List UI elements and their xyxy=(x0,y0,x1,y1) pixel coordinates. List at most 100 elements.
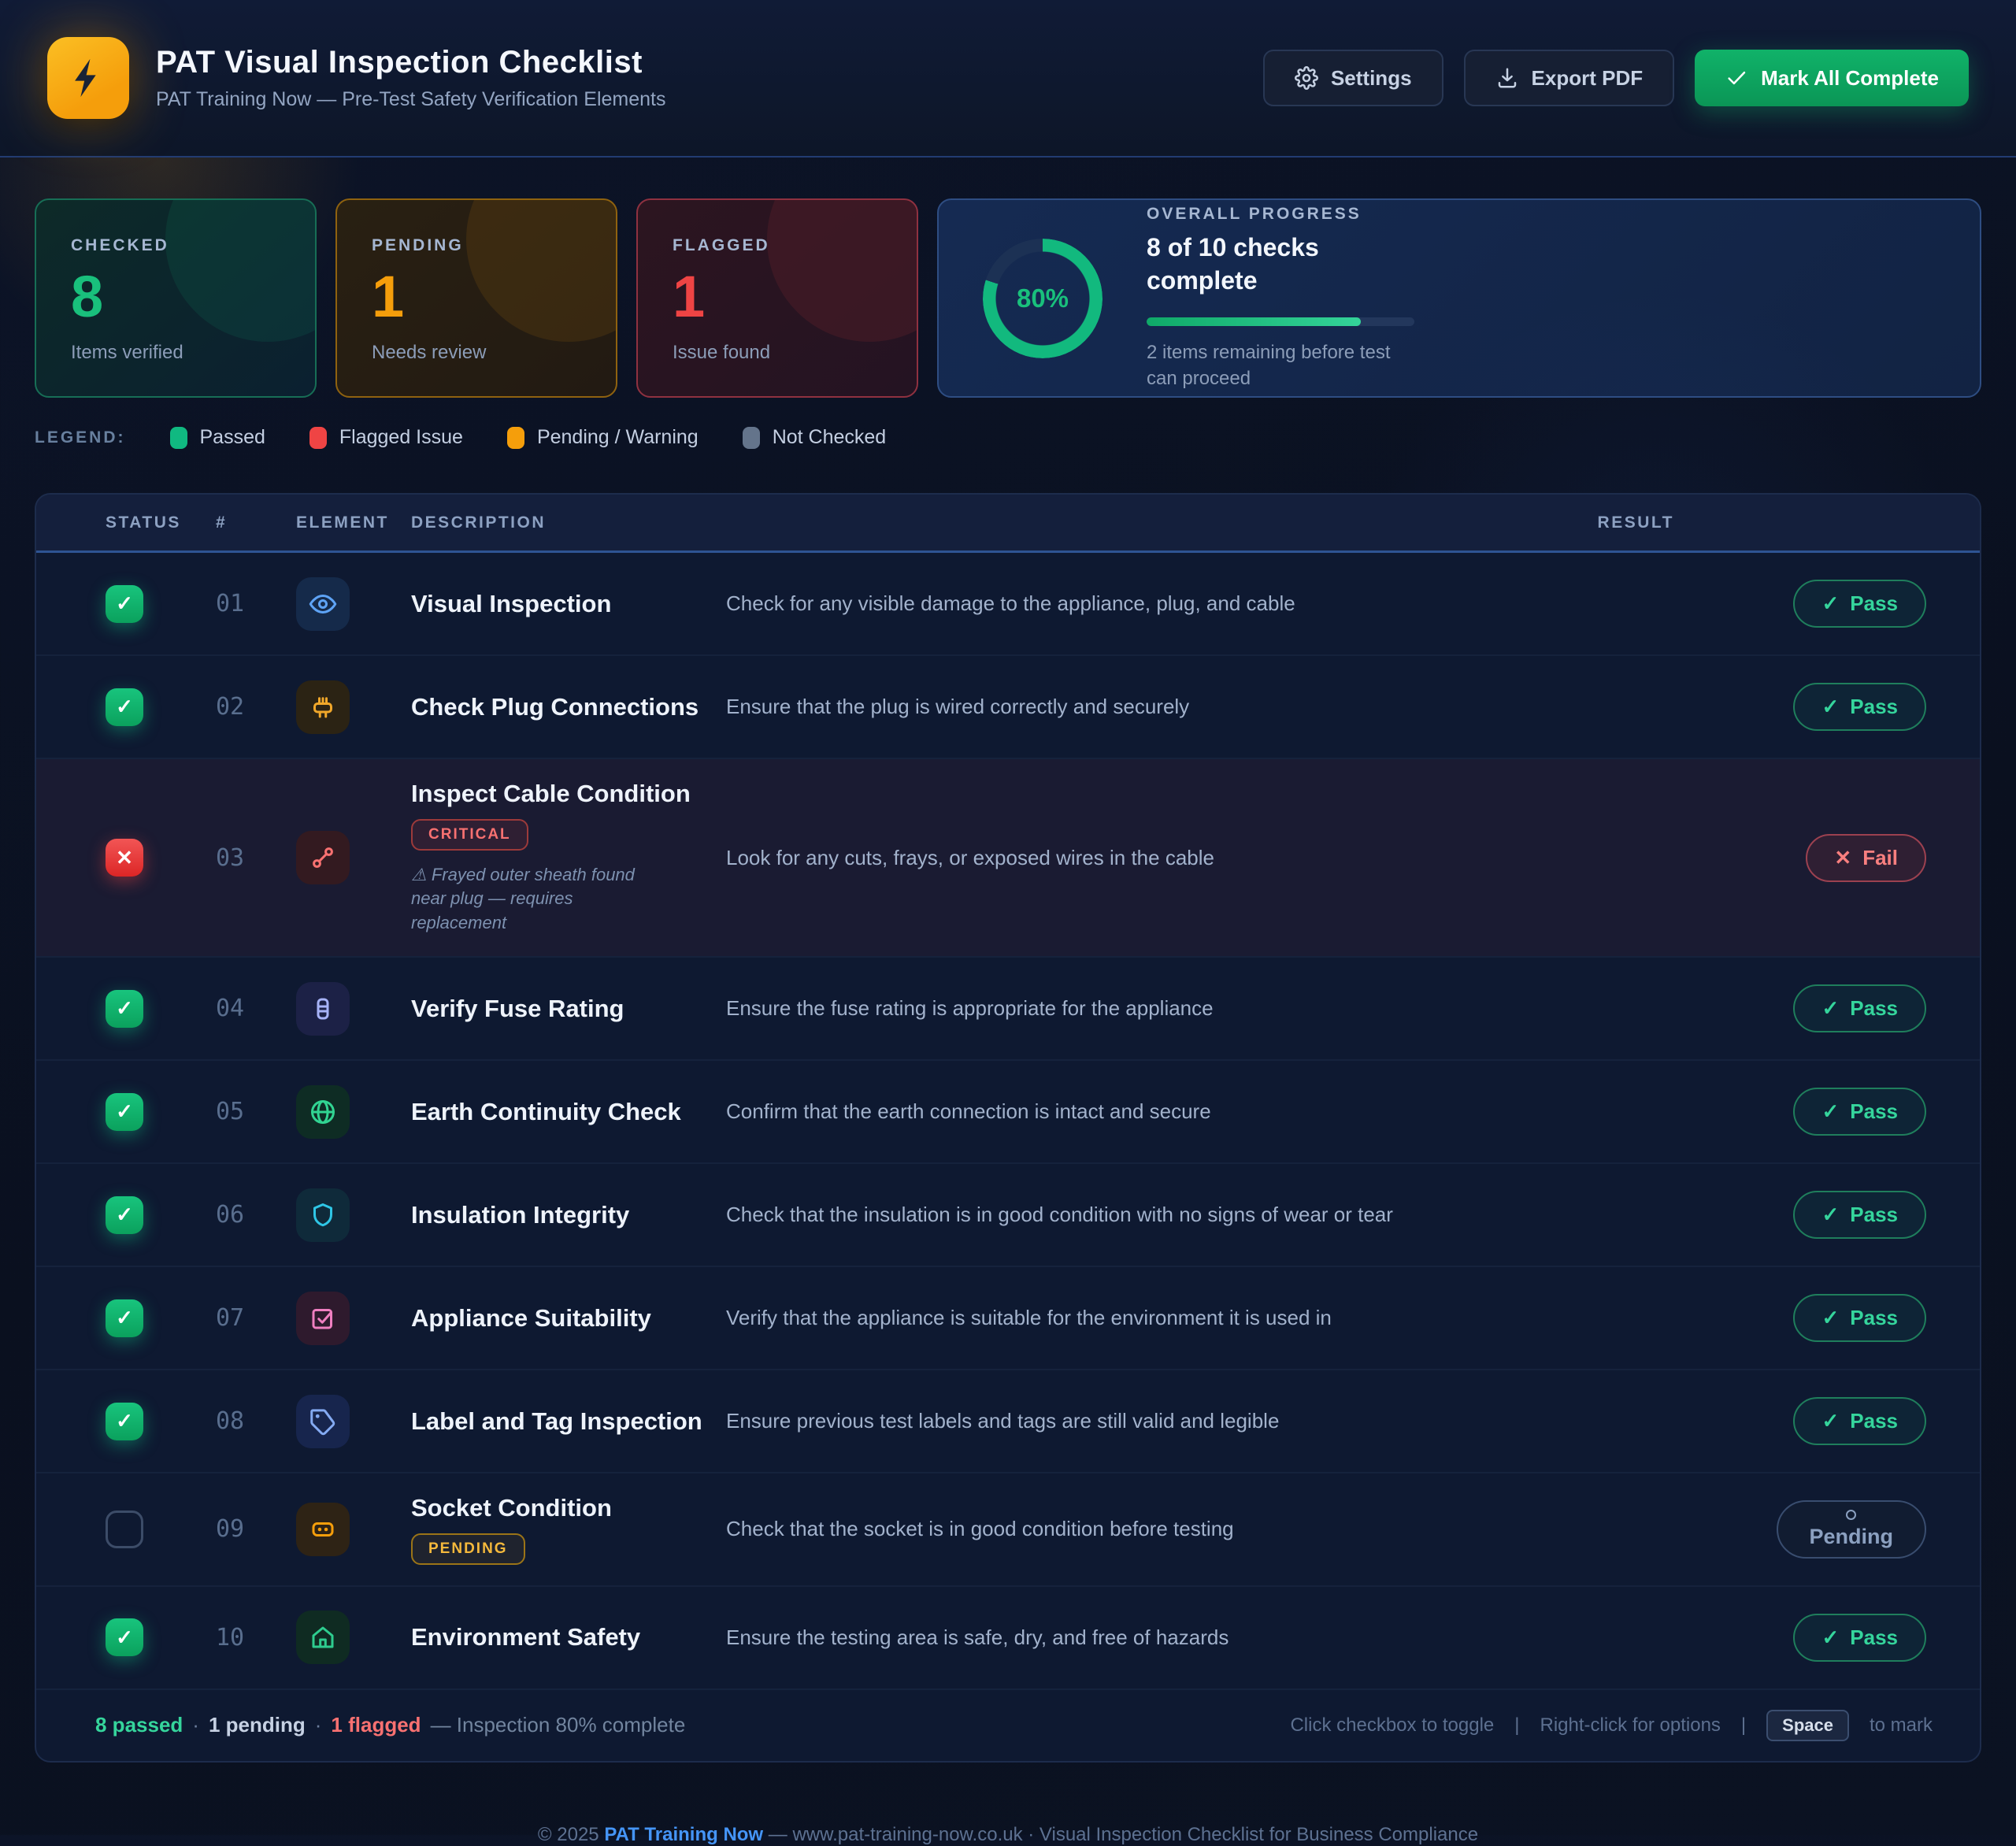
pending-count: 1 xyxy=(372,264,405,329)
element-description: Ensure the testing area is safe, dry, an… xyxy=(726,1625,1229,1649)
table-row: ✓ 04 Verify Fuse Rating Ensure the fuse rat… xyxy=(36,958,1980,1062)
footer-passed-count: 8 passed xyxy=(95,1713,183,1737)
download-icon xyxy=(1495,66,1519,90)
row-checkbox[interactable] xyxy=(106,1510,143,1548)
flagged-card: FLAGGED 1 Issue found xyxy=(636,198,918,398)
result-label: Pass xyxy=(1850,1625,1898,1649)
element-description: Check for any visible damage to the appl… xyxy=(726,591,1295,615)
checked-card-label: CHECKED xyxy=(71,236,169,254)
column-header-result: RESULT xyxy=(1597,513,1674,532)
result-label: Pending xyxy=(1809,1524,1894,1548)
element-description: Ensure that the plug is wired correctly … xyxy=(726,695,1190,718)
table-header: STATUS # ELEMENT DESCRIPTION RESULT xyxy=(36,495,1980,553)
globe-icon xyxy=(296,1084,350,1139)
row-checkbox[interactable]: ✓ xyxy=(106,1195,143,1234)
tag-icon xyxy=(296,1394,350,1448)
export-pdf-button[interactable]: Export PDF xyxy=(1463,50,1675,106)
result-badge[interactable]: ✓ Pass xyxy=(1793,1191,1926,1240)
legend-label: LEGEND: xyxy=(35,428,126,447)
table-row: ✓ 10 Environment Safety Ensure the testing … xyxy=(36,1587,1980,1690)
pass-icon: ✓ xyxy=(1821,1306,1840,1330)
legend-item-label: Pending / Warning xyxy=(536,426,699,448)
element-title: Verify Fuse Rating xyxy=(411,994,624,1022)
progress-note: 2 items remaining before test can procee… xyxy=(1147,342,1391,389)
legend-dot-icon xyxy=(742,426,760,449)
result-badge[interactable]: ✓ Pass xyxy=(1793,1613,1926,1662)
critical-badge: CRITICAL xyxy=(411,818,528,851)
element-title: Insulation Integrity xyxy=(411,1200,630,1229)
element-title: Label and Tag Inspection xyxy=(411,1407,702,1435)
pending-card-sub: Needs review xyxy=(372,342,487,363)
row-number: 05 xyxy=(216,1098,245,1126)
fail-icon: ✕ xyxy=(1834,845,1852,869)
legend-item: Passed xyxy=(169,426,265,449)
element-description: Look for any cuts, frays, or exposed wir… xyxy=(726,845,1214,869)
pending-card-label: PENDING xyxy=(372,236,464,254)
row-checkbox[interactable]: ✓ xyxy=(106,1092,143,1131)
settings-button[interactable]: Settings xyxy=(1262,50,1443,106)
row-checkbox[interactable]: ✕ xyxy=(106,839,143,877)
table-row: ✓ 02 Check Plug Connections Ensure that the… xyxy=(36,656,1980,759)
space-key-hint: Space xyxy=(1766,1709,1849,1741)
row-checkbox[interactable]: ✓ xyxy=(106,584,143,623)
pass-icon: ✓ xyxy=(1821,1625,1840,1649)
pass-icon: ✓ xyxy=(1821,1099,1840,1124)
legend-dot-icon xyxy=(309,426,327,449)
progress-headline: 8 of 10 checks complete xyxy=(1147,233,1319,295)
result-badge[interactable]: Pending xyxy=(1776,1499,1926,1559)
column-header-num: # xyxy=(216,513,228,532)
result-badge[interactable]: ✓ Pass xyxy=(1793,1294,1926,1343)
footer-text: — www.pat-training-now.co.uk · Visual In… xyxy=(763,1823,1479,1845)
element-title: Appliance Suitability xyxy=(411,1303,651,1332)
settings-button-label: Settings xyxy=(1330,65,1412,90)
cable-icon xyxy=(296,831,350,885)
result-badge[interactable]: ✓ Pass xyxy=(1793,1088,1926,1136)
footer-summary: — Inspection 80% complete xyxy=(430,1713,686,1737)
row-checkbox[interactable]: ✓ xyxy=(106,1618,143,1657)
shield-icon xyxy=(296,1188,350,1242)
checked-count: 8 xyxy=(71,264,104,329)
row-checkbox[interactable]: ✓ xyxy=(106,1299,143,1337)
row-checkbox[interactable]: ✓ xyxy=(106,688,143,726)
row-number: 02 xyxy=(216,693,245,721)
checklist-table: STATUS # ELEMENT DESCRIPTION RESULT ✓ 01 Visua… xyxy=(35,493,1981,1763)
result-badge[interactable]: ✕ Fail xyxy=(1806,833,1926,882)
flagged-card-sub: Issue found xyxy=(673,342,771,363)
result-label: Fail xyxy=(1862,845,1898,869)
table-row: ✓ 06 Insulation Integrity Check that the in… xyxy=(36,1164,1980,1268)
footer-copyright: © 2025 xyxy=(537,1823,605,1845)
element-title: Check Plug Connections xyxy=(411,692,699,721)
result-label: Pass xyxy=(1850,1099,1898,1124)
row-checkbox[interactable]: ✓ xyxy=(106,989,143,1028)
element-description: Check that the socket is in good conditi… xyxy=(726,1517,1234,1541)
result-label: Pass xyxy=(1850,996,1898,1021)
row-number: 04 xyxy=(216,995,245,1023)
column-header-status: STATUS xyxy=(106,513,181,532)
mark-all-complete-button[interactable]: Mark All Complete xyxy=(1695,50,1969,106)
hint-mark: to mark xyxy=(1869,1714,1933,1736)
element-description: Ensure previous test labels and tags are… xyxy=(726,1409,1280,1433)
column-header-description: DESCRIPTION xyxy=(411,513,547,532)
progress-card: 80% OVERALL PROGRESS 8 of 10 checks comp… xyxy=(937,198,1981,398)
hint-toggle: Click checkbox to toggle xyxy=(1290,1714,1495,1736)
legend-dot-icon xyxy=(169,426,187,449)
result-label: Pass xyxy=(1850,591,1898,615)
row-number: 09 xyxy=(216,1515,245,1544)
footer-brand-link[interactable]: PAT Training Now xyxy=(604,1823,764,1845)
table-row: 09 Socket Condition PENDING Check that the … xyxy=(36,1473,1980,1587)
row-checkbox[interactable]: ✓ xyxy=(106,1402,143,1440)
footer-separator: · xyxy=(314,1713,322,1737)
result-label: Pass xyxy=(1850,695,1898,718)
row-number: 08 xyxy=(216,1407,245,1436)
result-badge[interactable]: ✓ Pass xyxy=(1793,683,1926,731)
result-badge[interactable]: ✓ Pass xyxy=(1793,984,1926,1033)
footer-flagged-count: 1 flagged xyxy=(331,1713,421,1737)
lightning-bolt-icon xyxy=(47,37,129,119)
element-title: Inspect Cable Condition xyxy=(411,780,691,807)
result-badge[interactable]: ✓ Pass xyxy=(1793,580,1926,628)
element-title: Visual Inspection xyxy=(411,589,612,617)
progress-bar xyxy=(1147,317,1414,327)
result-badge[interactable]: ✓ Pass xyxy=(1793,1397,1926,1446)
element-description: Ensure the fuse rating is appropriate fo… xyxy=(726,996,1214,1021)
footer-separator: · xyxy=(192,1713,199,1737)
